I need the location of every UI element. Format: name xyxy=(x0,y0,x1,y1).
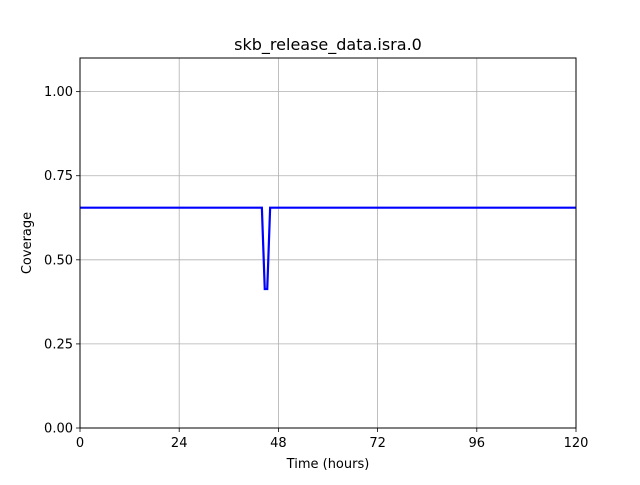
y-tick-label: 0.50 xyxy=(44,253,73,268)
x-tick-label: 96 xyxy=(469,436,486,451)
chart-title: skb_release_data.isra.0 xyxy=(234,35,422,55)
coverage-line xyxy=(80,206,576,291)
y-tick-label: 0.75 xyxy=(44,169,73,184)
series-group xyxy=(80,206,576,291)
x-tick-label: 72 xyxy=(369,436,386,451)
plot-frame xyxy=(79,57,577,429)
plot-area xyxy=(80,58,576,428)
y-axis-label: Coverage xyxy=(20,212,35,274)
y-tick-label: 1.00 xyxy=(44,85,73,100)
x-axis-label: Time (hours) xyxy=(286,457,370,472)
x-tick-label: 0 xyxy=(76,436,84,451)
y-tick-label: 0.00 xyxy=(44,422,73,437)
x-axis-ticks: 0 24 48 72 96 120 xyxy=(76,428,589,451)
y-tick-label: 0.25 xyxy=(44,337,73,352)
x-tick-label: 48 xyxy=(270,436,287,451)
y-axis-ticks: 0.00 0.25 0.50 0.75 1.00 xyxy=(44,85,80,437)
x-tick-label: 120 xyxy=(564,436,589,451)
x-tick-label: 24 xyxy=(171,436,188,451)
